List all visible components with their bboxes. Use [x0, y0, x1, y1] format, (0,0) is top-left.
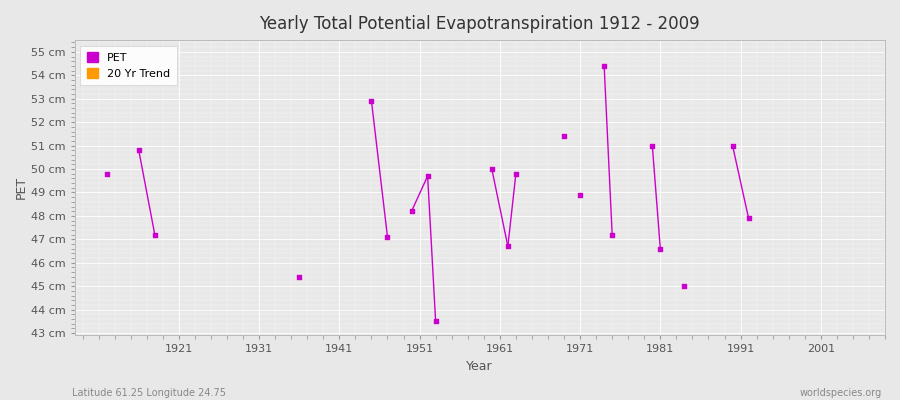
Point [573, 192, 588, 198]
Point [420, 173, 435, 179]
Title: Yearly Total Potential Evapotranspiration 1912 - 2009: Yearly Total Potential Evapotranspiratio… [259, 15, 700, 33]
Point [484, 166, 499, 172]
Point [725, 142, 740, 149]
Point [605, 232, 619, 238]
Point [653, 246, 668, 252]
Point [557, 133, 572, 140]
Point [131, 147, 146, 154]
X-axis label: Year: Year [466, 360, 493, 373]
Point [381, 234, 395, 240]
Point [292, 274, 306, 280]
Point [645, 142, 660, 149]
Point [597, 63, 611, 69]
Point [428, 318, 443, 324]
Legend: PET, 20 Yr Trend: PET, 20 Yr Trend [80, 46, 176, 86]
Point [500, 243, 515, 250]
Point [364, 98, 379, 104]
Point [742, 215, 756, 222]
Point [148, 232, 162, 238]
Point [677, 283, 691, 289]
Point [100, 170, 114, 177]
Y-axis label: PET: PET [15, 176, 28, 199]
Text: worldspecies.org: worldspecies.org [800, 388, 882, 398]
Point [404, 208, 419, 214]
Text: Latitude 61.25 Longitude 24.75: Latitude 61.25 Longitude 24.75 [72, 388, 226, 398]
Point [508, 170, 523, 177]
